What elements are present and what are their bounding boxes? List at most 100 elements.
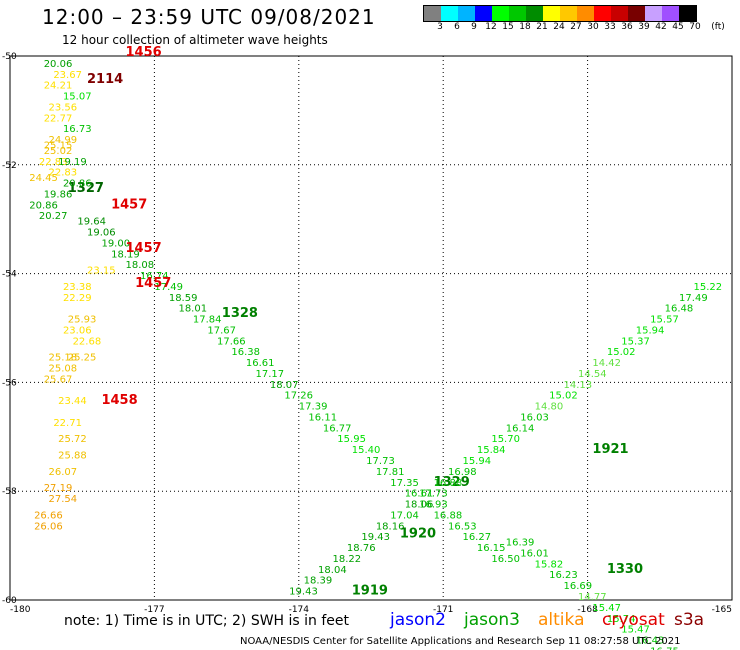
swh-value: 16.48 <box>665 304 694 315</box>
swh-value: 22.68 <box>73 336 102 347</box>
swh-value: 14.42 <box>592 358 621 369</box>
swh-value: 15.02 <box>549 391 578 402</box>
swh-value: 16.93 <box>419 500 448 511</box>
legend-label: 39 <box>638 22 650 32</box>
swh-value: 16.27 <box>462 532 491 543</box>
swh-value: 16.39 <box>506 538 535 549</box>
satellite-jason2: jason2 <box>390 610 446 630</box>
legend-swatch <box>662 6 679 21</box>
swh-value: 16.69 <box>564 581 593 592</box>
legend-swatch <box>424 6 441 21</box>
pass-time-label: 1457 <box>135 276 171 291</box>
swh-value: 16.43 <box>636 636 665 647</box>
swh-value: 15.47 <box>592 603 621 614</box>
swh-value: 16.61 <box>405 489 434 500</box>
swh-value: 14.80 <box>535 402 564 413</box>
legend-label: (ft) <box>711 22 725 32</box>
legend-swatch <box>526 6 543 21</box>
legend-label: 15 <box>502 22 514 32</box>
swh-value: 15.74 <box>607 614 636 625</box>
swh-value: 19.06 <box>87 228 116 239</box>
swh-value: 16.23 <box>549 570 578 581</box>
swh-value: 15.94 <box>636 325 665 336</box>
swh-value: 16.77 <box>323 423 352 434</box>
legend-swatch <box>611 6 628 21</box>
legend-label: 9 <box>471 22 477 32</box>
swh-value: 16.03 <box>520 412 549 423</box>
swh-value: 27.19 <box>44 483 73 494</box>
swh-value: 17.35 <box>390 478 419 489</box>
credit-line: NOAA/NESDIS Center for Satellite Applica… <box>240 636 681 647</box>
pass-time-label: 1458 <box>101 393 137 408</box>
legend-label: 36 <box>621 22 633 32</box>
legend-label: 24 <box>553 22 565 32</box>
swh-value: 26.66 <box>34 510 63 521</box>
pass-time-label: 2114 <box>87 72 123 87</box>
swh-value: 15.95 <box>337 434 366 445</box>
swh-value: 17.49 <box>154 282 183 293</box>
swh-value: 18.76 <box>347 543 376 554</box>
y-tick-label: -58 <box>2 487 17 497</box>
legend-label: 42 <box>655 22 667 32</box>
x-tick-label: -168 <box>577 605 598 615</box>
pass-time-label: 1328 <box>222 306 258 321</box>
swh-value: 25.72 <box>58 434 87 445</box>
satellite-altika: altika <box>538 610 585 630</box>
map-frame <box>9 55 733 601</box>
legend-swatch <box>560 6 577 21</box>
swh-value: 19.64 <box>77 217 106 228</box>
swh-value: 15.57 <box>650 315 679 326</box>
swh-value: 17.26 <box>284 391 313 402</box>
satellite-cryosat: cryosat <box>602 610 665 630</box>
swh-value: 23.06 <box>63 325 92 336</box>
swh-value: 15.84 <box>477 445 506 456</box>
swh-value: 14.54 <box>578 369 607 380</box>
legend-label: 30 <box>587 22 599 32</box>
swh-value: 16.53 <box>448 521 477 532</box>
legend-label: 33 <box>604 22 616 32</box>
swh-value: 15.94 <box>462 456 491 467</box>
swh-value: 18.04 <box>318 565 347 576</box>
legend-swatch <box>645 6 662 21</box>
swh-value: 27.54 <box>49 494 78 505</box>
swh-value: 25.02 <box>44 146 73 157</box>
swh-value: 25.15 <box>44 140 73 151</box>
footnote: note: 1) Time is in UTC; 2) SWH is in fe… <box>64 613 350 629</box>
swh-value: 18.39 <box>304 576 333 587</box>
y-tick-label: -52 <box>2 161 17 171</box>
swh-value: 15.22 <box>693 282 722 293</box>
swh-value: 17.67 <box>207 325 236 336</box>
swh-value: 15.70 <box>491 434 520 445</box>
pass-time-label: 1920 <box>400 526 436 541</box>
legend-label: 21 <box>536 22 548 32</box>
pass-time-label: 1330 <box>607 562 643 577</box>
y-tick-label: -50 <box>2 52 17 62</box>
swh-value: 16.73 <box>63 124 92 135</box>
swh-value: 25.18 <box>49 353 78 364</box>
x-tick-label: -177 <box>144 605 164 615</box>
color-legend <box>423 5 697 22</box>
pass-time-label: 1919 <box>352 584 388 599</box>
page-subtitle: 12 hour collection of altimeter wave hei… <box>62 33 328 47</box>
swh-value: 25.25 <box>68 353 97 364</box>
swh-value: 17.73 <box>366 456 395 467</box>
pass-time-label: 1457 <box>111 197 147 212</box>
swh-value: 25.93 <box>68 315 97 326</box>
legend-label: 3 <box>437 22 443 32</box>
legend-label: 45 <box>672 22 684 32</box>
legend-swatch <box>441 6 458 21</box>
swh-value: 17.17 <box>255 369 284 380</box>
legend-label: 12 <box>485 22 497 32</box>
swh-value: 15.37 <box>621 336 650 347</box>
swh-value: 15.07 <box>63 92 92 103</box>
swh-value: 16.14 <box>506 423 535 434</box>
y-tick-label: -54 <box>2 270 17 280</box>
satellite-jason3: jason3 <box>464 610 520 630</box>
swh-value: 25.08 <box>49 364 78 375</box>
swh-value: 23.15 <box>87 266 116 277</box>
swh-value: 20.86 <box>63 179 92 190</box>
swh-value: 16.15 <box>477 543 506 554</box>
swh-value: 16.11 <box>308 412 337 423</box>
swh-value: 14.13 <box>564 380 593 391</box>
